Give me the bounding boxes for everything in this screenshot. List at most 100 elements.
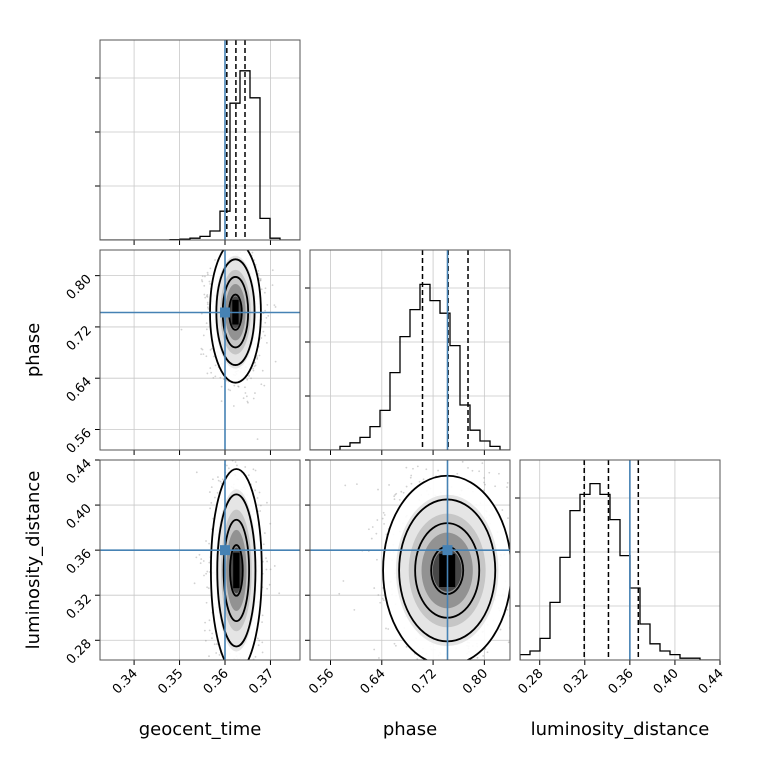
sample-point (203, 284, 206, 287)
sample-point (529, 584, 531, 586)
sample-point (526, 599, 528, 601)
sample-point (256, 497, 259, 499)
sample-point (252, 369, 255, 372)
sample-point (520, 539, 522, 541)
sample-point (217, 479, 220, 482)
sample-point (484, 648, 487, 650)
sample-point (522, 541, 524, 543)
sample-point (378, 662, 380, 664)
sample-point (393, 642, 396, 645)
sample-point (234, 452, 236, 454)
sample-point (494, 485, 497, 488)
sample-point (268, 583, 271, 586)
y-tick-label: 0.80 (64, 272, 95, 303)
sample-point (213, 355, 215, 358)
sample-point (209, 267, 212, 270)
sample-point (208, 629, 211, 632)
sample-point (219, 480, 222, 483)
panel-content (520, 460, 720, 660)
sample-point (370, 537, 373, 540)
sample-point (209, 507, 212, 510)
sample-point (206, 586, 209, 589)
sample-point (377, 488, 379, 491)
sample-point (248, 375, 250, 377)
sample-point (481, 462, 484, 465)
sample-point (513, 662, 515, 664)
sample-point (256, 637, 259, 640)
sample-point (242, 397, 245, 400)
sample-point (416, 465, 419, 468)
sample-point (241, 456, 243, 458)
sample-point (198, 553, 201, 556)
sample-point (232, 405, 235, 407)
x-tick-label: 0.36 (606, 666, 637, 697)
sample-point (195, 471, 198, 474)
sample-point (214, 225, 216, 227)
sample-point (244, 710, 246, 712)
sample-point (416, 658, 419, 660)
sample-point (393, 498, 396, 501)
y-tick-label: 0.36 (64, 546, 95, 577)
sample-point (218, 653, 221, 656)
sample-point (398, 498, 401, 501)
contour-line (229, 544, 244, 597)
sample-point (247, 474, 250, 477)
sample-point (403, 661, 405, 663)
sample-point (482, 489, 485, 492)
sample-point (212, 376, 215, 379)
panel-content (100, 225, 300, 450)
sample-point (532, 504, 534, 506)
truth-marker (220, 307, 230, 318)
panel-content (100, 452, 300, 712)
sample-point (211, 233, 213, 235)
sample-point (200, 347, 203, 350)
sample-point (514, 629, 516, 631)
sample-point (208, 655, 210, 658)
sample-point (201, 348, 204, 351)
sample-point (200, 558, 203, 560)
sample-point (483, 477, 485, 479)
sample-point (274, 360, 277, 363)
sample-point (376, 519, 379, 521)
contour-line (222, 518, 250, 623)
x-tick-label: 0.35 (155, 666, 186, 697)
sample-point (405, 485, 408, 488)
sample-point (409, 476, 412, 479)
sample-point (488, 471, 491, 474)
sample-point (200, 279, 203, 281)
sample-point (252, 246, 254, 248)
sample-point (412, 467, 414, 470)
sample-point (266, 501, 268, 504)
sample-point (476, 656, 479, 659)
sample-point (214, 453, 216, 455)
sample-point (402, 491, 405, 494)
sample-point (431, 688, 433, 690)
sample-point (200, 353, 202, 356)
sample-point (264, 321, 267, 324)
sample-point (230, 687, 232, 689)
sample-point (344, 484, 347, 487)
sample-point (464, 667, 466, 669)
sample-point (259, 504, 262, 507)
x-tick-label: 0.64 (358, 666, 389, 697)
sample-point (205, 322, 208, 325)
sample-point (367, 528, 370, 531)
sample-point (254, 364, 257, 367)
sample-point (257, 273, 260, 275)
sample-point (232, 662, 234, 664)
sample-point (213, 643, 216, 646)
sample-point (511, 582, 513, 584)
sample-point (273, 304, 276, 307)
y-axis-title-phase: phase (23, 323, 44, 377)
sample-point (223, 696, 225, 698)
sample-point (240, 242, 242, 244)
sample-point (383, 514, 386, 516)
sample-point (506, 608, 509, 611)
sample-point (273, 565, 276, 567)
sample-point (271, 284, 274, 287)
sample-point (206, 271, 209, 274)
sample-point (512, 537, 514, 539)
sample-point (260, 288, 263, 291)
sample-point (207, 308, 210, 310)
sample-point (405, 645, 408, 648)
